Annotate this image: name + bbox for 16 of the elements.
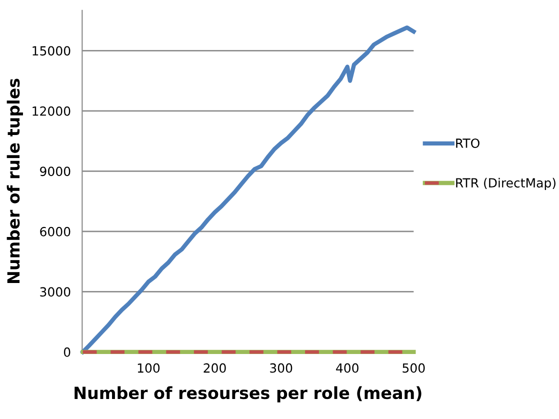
x-tick-label: 400 <box>336 363 358 373</box>
y-tick-label: 6000 <box>40 226 70 236</box>
legend-label: RTR (DirectMap) <box>456 178 556 190</box>
x-tick-label: 500 <box>402 363 425 373</box>
y-tick-label: 12000 <box>32 106 70 116</box>
x-axis-title: Number of resourses per role (mean) <box>74 386 422 402</box>
y-tick-label: 15000 <box>32 46 70 56</box>
y-axis-title: Number of rule tuples <box>6 78 23 283</box>
y-tick-label: 3000 <box>40 287 70 297</box>
x-tick-label: 200 <box>204 363 226 373</box>
x-tick-label: 100 <box>138 363 160 373</box>
line-series <box>80 25 416 354</box>
y-tick-label: 9000 <box>40 166 70 176</box>
x-tick-label: 300 <box>270 363 292 373</box>
y-tick-label: 0 <box>64 347 70 357</box>
legend-label: RTO <box>456 138 480 148</box>
